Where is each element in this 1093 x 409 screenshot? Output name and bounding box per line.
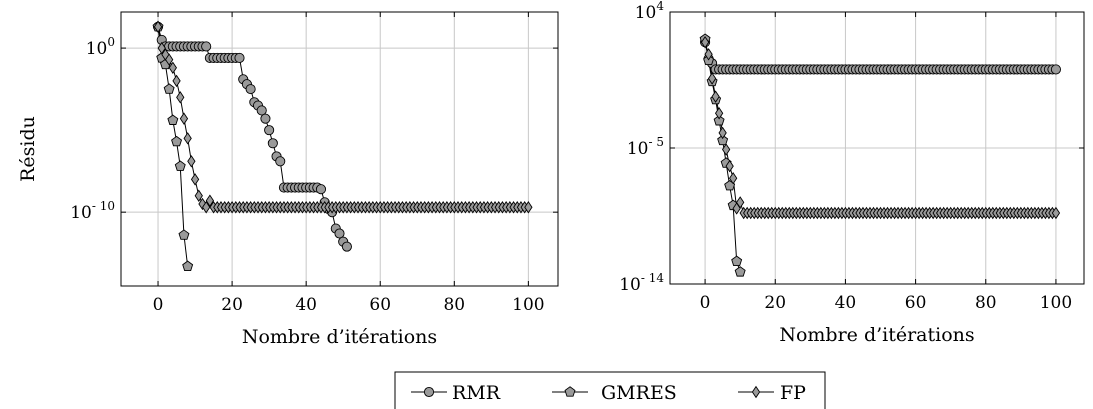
legend-marker-fp bbox=[751, 385, 761, 399]
rmr-point bbox=[234, 52, 245, 63]
fp-point bbox=[721, 143, 731, 156]
legend-marker-gmres bbox=[564, 386, 576, 397]
fp-point bbox=[202, 201, 211, 214]
legend-label-rmr: RMR bbox=[452, 382, 501, 404]
rmr-point bbox=[256, 105, 267, 116]
gmres-point bbox=[178, 229, 190, 240]
rmr-point bbox=[1050, 64, 1061, 75]
x-tick-label: 40 bbox=[835, 293, 857, 313]
rmr-point bbox=[260, 113, 271, 124]
fp-point bbox=[725, 159, 734, 173]
legend-marker-rmr bbox=[423, 386, 435, 398]
plot-frame bbox=[669, 11, 1085, 285]
fp-point bbox=[187, 155, 196, 168]
rmr-point bbox=[245, 84, 256, 95]
rmr-point bbox=[201, 41, 212, 52]
fp-point bbox=[176, 91, 185, 104]
y-tick-label: 104 bbox=[635, 0, 665, 23]
fp-point bbox=[704, 48, 713, 61]
y-tick-label: 10- 5 bbox=[627, 135, 664, 159]
gmres-point bbox=[171, 135, 183, 147]
left-plot: 0 20 40 60 80 100 100 10- 10 Nombre d’itérations… bbox=[17, 11, 559, 348]
y-tick-label: 100 bbox=[86, 35, 115, 59]
x-tick-label: 20 bbox=[221, 295, 243, 315]
x-tick-label: 60 bbox=[369, 295, 391, 315]
y-tick-label: 10- 14 bbox=[619, 271, 664, 295]
x-tick-label: 40 bbox=[295, 295, 317, 315]
rmr-point bbox=[315, 184, 327, 195]
rmr-point bbox=[267, 138, 278, 149]
gmres-point bbox=[174, 160, 186, 171]
gmres-point bbox=[182, 260, 194, 271]
fp-point bbox=[707, 72, 717, 85]
fp-point bbox=[179, 112, 189, 125]
fp-point bbox=[157, 41, 166, 55]
gmres-point bbox=[724, 180, 736, 191]
fp-point bbox=[190, 173, 200, 186]
fp-point bbox=[194, 189, 203, 202]
rmr-point bbox=[341, 241, 352, 252]
fp-point bbox=[183, 132, 192, 145]
fp-point bbox=[736, 196, 745, 209]
y-tick-label: 10- 10 bbox=[70, 199, 115, 223]
rmr-point bbox=[264, 125, 275, 136]
fp-point bbox=[168, 61, 177, 74]
fp-point bbox=[714, 107, 724, 120]
legend: RMR GMRES FP bbox=[394, 371, 826, 409]
fp-point bbox=[729, 172, 738, 185]
x-axis-label: Nombre d’itérations bbox=[779, 324, 974, 346]
x-tick-label: 20 bbox=[764, 293, 786, 313]
legend-label-gmres: GMRES bbox=[601, 382, 677, 404]
x-axis-label: Nombre d’itérations bbox=[242, 326, 437, 348]
gmres-point bbox=[731, 255, 743, 266]
fp-point bbox=[524, 201, 533, 214]
series-group bbox=[699, 33, 1061, 277]
rmr-point bbox=[334, 228, 345, 239]
fp-point bbox=[153, 20, 163, 33]
plot-frame bbox=[120, 11, 559, 287]
rmr-point bbox=[275, 156, 286, 167]
gmres-point bbox=[734, 266, 746, 277]
fp-point bbox=[700, 36, 710, 49]
fp-point bbox=[718, 126, 727, 140]
gmres-point bbox=[167, 114, 179, 125]
x-tick-label: 0 bbox=[700, 293, 711, 313]
gmres-point bbox=[713, 115, 725, 126]
x-tick-label: 80 bbox=[975, 293, 997, 313]
right-plot: 0 20 40 60 80 100 104 10- 5 10- 14 Nombre d’itéra… bbox=[619, 0, 1085, 346]
gmres-point bbox=[163, 83, 175, 94]
gmres-point bbox=[717, 134, 729, 146]
grid bbox=[670, 12, 1084, 284]
fp-point bbox=[165, 53, 174, 66]
x-tick-label: 0 bbox=[153, 295, 164, 315]
fp-point bbox=[1051, 206, 1061, 220]
x-tick-label: 60 bbox=[905, 293, 927, 313]
fp-point bbox=[205, 194, 215, 207]
y-axis-label: Résidu bbox=[17, 116, 39, 182]
fp-point bbox=[711, 90, 720, 103]
x-tick-label: 100 bbox=[1040, 293, 1072, 313]
series-group bbox=[152, 20, 533, 271]
x-tick-label: 80 bbox=[443, 295, 465, 315]
fp-point bbox=[172, 74, 181, 88]
legend-label-fp: FP bbox=[780, 382, 806, 404]
x-tick-label: 100 bbox=[512, 295, 544, 315]
